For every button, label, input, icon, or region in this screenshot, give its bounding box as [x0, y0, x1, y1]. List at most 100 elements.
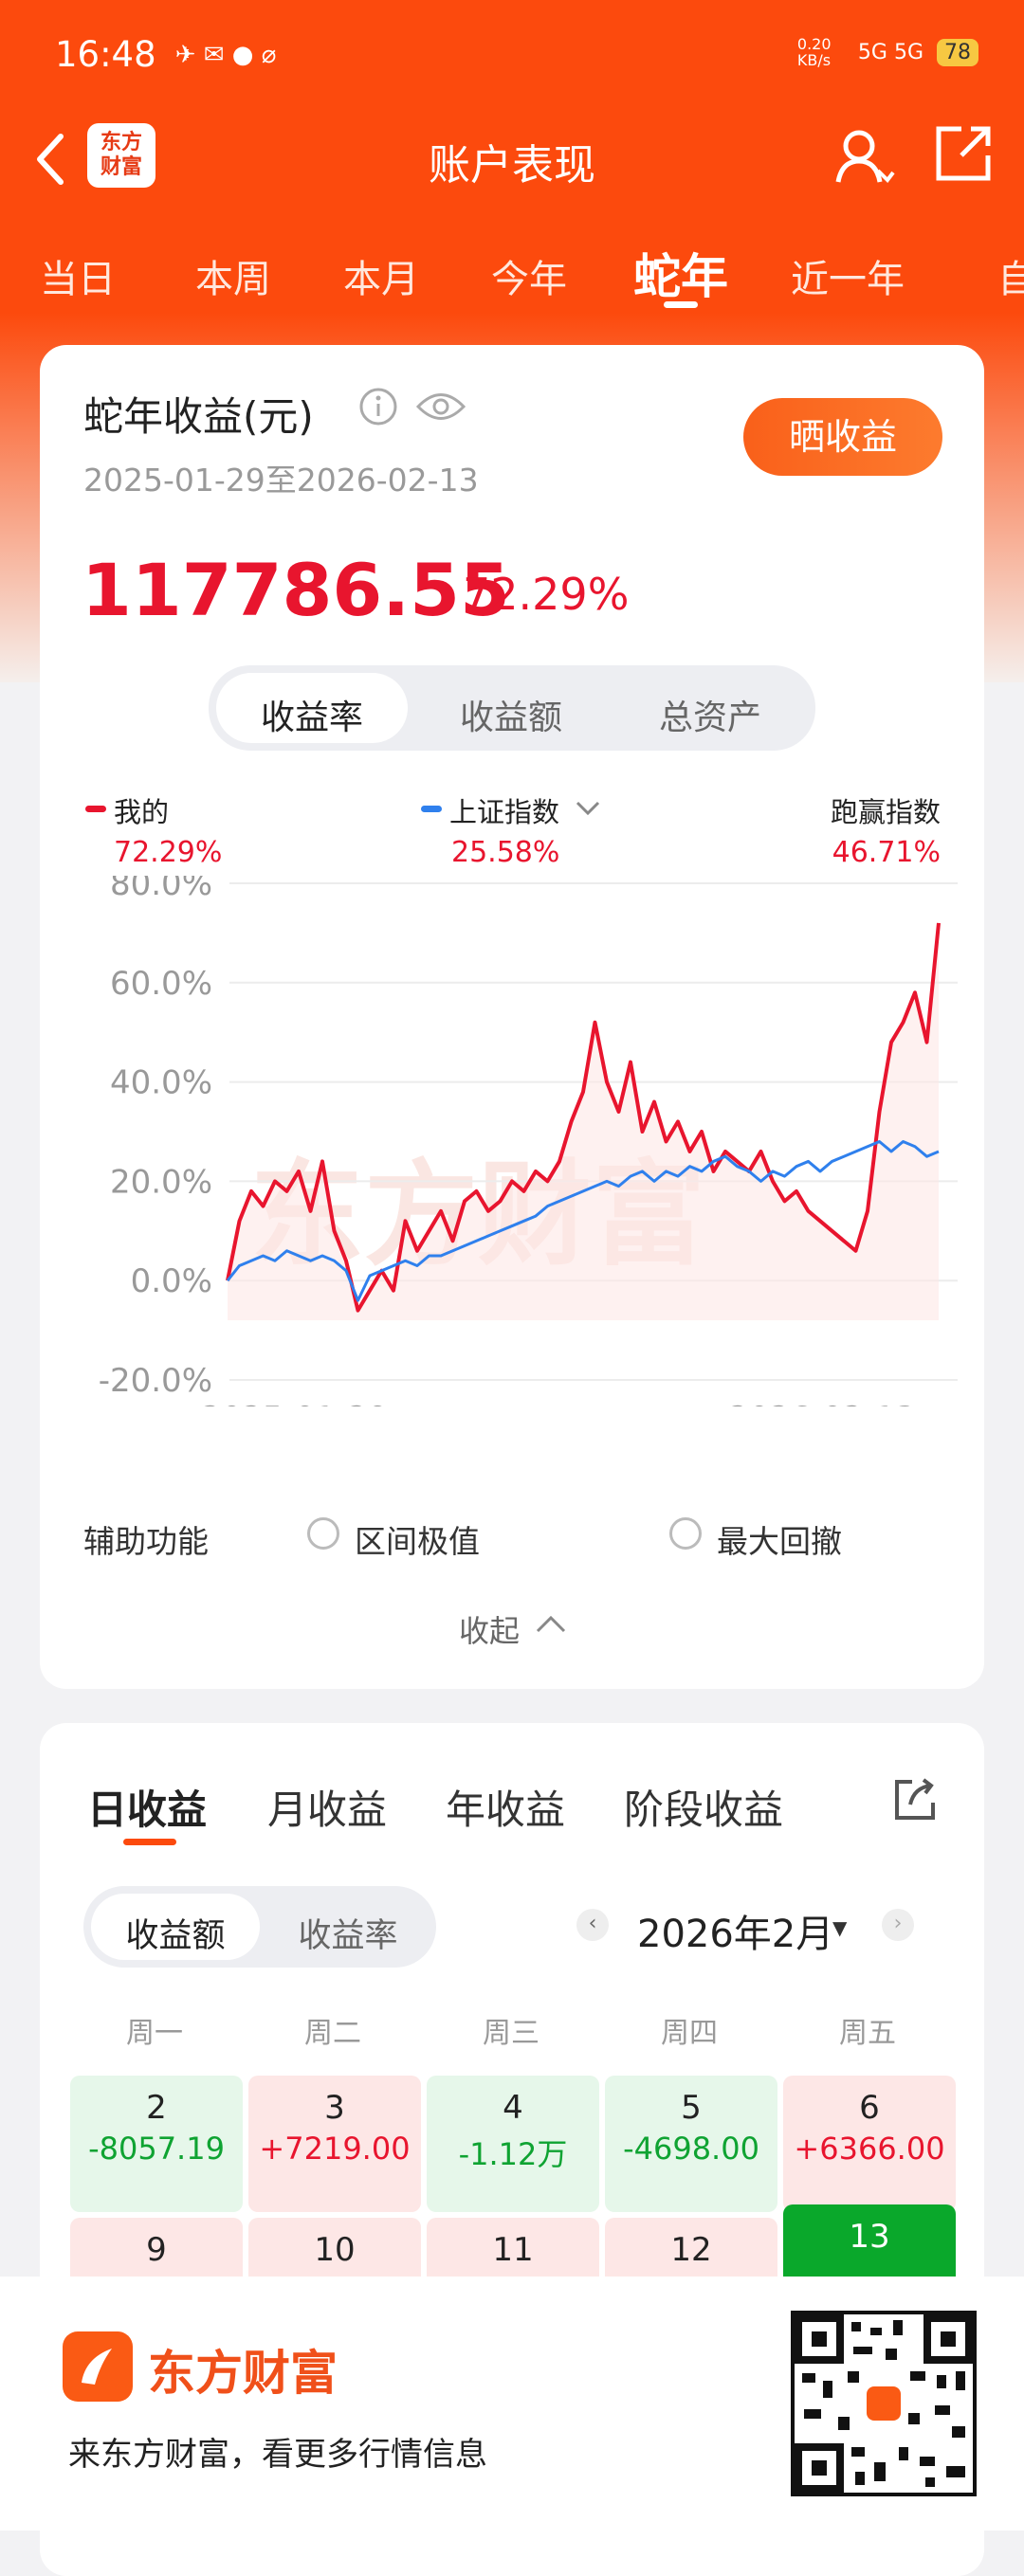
- metric-tab-amount[interactable]: 收益额: [459, 698, 562, 737]
- weekday-tue: 周二: [304, 2017, 361, 2050]
- tab-custom[interactable]: 自: [997, 258, 1024, 301]
- weekday-thu: 周四: [661, 2017, 718, 2050]
- status-time: 16:48: [55, 34, 156, 75]
- user-icon[interactable]: [831, 123, 897, 190]
- chevron-down-icon[interactable]: [575, 800, 601, 817]
- calendar-day-number: 4: [503, 2089, 523, 2127]
- metric-selected-pill: [216, 673, 408, 743]
- series-line-index: [226, 1139, 940, 1302]
- calendar-day-number: 6: [859, 2089, 880, 2127]
- prev-month-icon[interactable]: ‹: [576, 1909, 609, 1941]
- y-tick-label: 80.0%: [110, 876, 212, 903]
- calendar-day[interactable]: 3 +7219.00: [248, 2076, 421, 2212]
- range-extreme-label[interactable]: 区间极值: [355, 1523, 480, 1560]
- chevron-up-icon[interactable]: [535, 1613, 567, 1634]
- calendar-day-number: 12: [670, 2231, 712, 2269]
- metric-tab-rate[interactable]: 收益率: [260, 698, 363, 737]
- income-tab-daily[interactable]: 日收益: [87, 1787, 208, 1833]
- share-profit-button[interactable]: 晒收益: [743, 398, 942, 476]
- summary-title: 蛇年收益(元): [83, 393, 314, 440]
- collapse-label[interactable]: 收起: [459, 1613, 521, 1649]
- y-tick-label: 20.0%: [110, 1163, 212, 1201]
- calendar-day-number: 13: [849, 2218, 890, 2256]
- profit-chart: 80.0% 60.0% 40.0% 20.0% 0.0% -20.0%2025-01-29…: [99, 876, 958, 1406]
- summary-card: 蛇年收益(元) 2025-01-29至2026-02-13 晒收益 117786…: [40, 345, 984, 1689]
- calendar-day-number: 11: [492, 2231, 534, 2269]
- tab-month[interactable]: 本月: [343, 258, 419, 301]
- series-line-mine: [226, 922, 941, 1313]
- net-speed: 0.20 KB/s: [796, 35, 832, 69]
- export-icon[interactable]: [891, 1776, 939, 1823]
- status-bar: 16:48 ✈ ✉ ● ⌀: [55, 34, 276, 75]
- next-month-icon[interactable]: ›: [882, 1909, 914, 1941]
- calendar-day-number: 9: [146, 2231, 167, 2269]
- weekday-fri: 周五: [839, 2017, 896, 2050]
- share-icon[interactable]: [933, 123, 994, 184]
- max-drawdown-label[interactable]: 最大回撤: [717, 1523, 842, 1560]
- footer-banner: 东方财富 来东方财富，看更多行情信息: [0, 2277, 1024, 2531]
- tab-today[interactable]: 当日: [40, 258, 116, 301]
- month-dropdown-icon[interactable]: ▼: [832, 1916, 848, 1939]
- toggle-rate[interactable]: 收益率: [298, 1917, 398, 1955]
- period-tabs: 当日 本周 本月 今年 蛇年 近一年 自: [0, 239, 1024, 315]
- month-label[interactable]: 2026年2月: [637, 1913, 834, 1956]
- info-icon[interactable]: [358, 387, 398, 426]
- legend-mine-swatch: [85, 806, 106, 812]
- calendar-day[interactable]: 2 -8057.19: [70, 2076, 243, 2212]
- income-tab-yearly[interactable]: 年收益: [446, 1787, 566, 1833]
- calendar-day[interactable]: 4 -1.12万: [427, 2076, 599, 2212]
- app-logo[interactable]: 东方 财富: [87, 123, 155, 188]
- back-arrow-icon[interactable]: [34, 131, 66, 188]
- calendar-day-number: 10: [314, 2231, 356, 2269]
- tab-week[interactable]: 本周: [195, 258, 271, 301]
- status-bar-right: 0.20 KB/s 5G 5G 78: [797, 36, 978, 68]
- legend-index-value: 25.58%: [451, 836, 560, 869]
- metric-tab-assets[interactable]: 总资产: [658, 698, 761, 737]
- toggle-amount[interactable]: 收益额: [125, 1917, 226, 1955]
- value-toggle-selected: [91, 1894, 260, 1960]
- x-tick-label: 2026-02-13: [728, 1400, 916, 1406]
- income-tab-monthly[interactable]: 月收益: [267, 1787, 388, 1833]
- income-tab-indicator: [123, 1839, 176, 1845]
- signal-icon: 5G 5G: [857, 40, 923, 64]
- range-extreme-radio[interactable]: [307, 1517, 339, 1550]
- nav-bar: 东方 财富 账户表现: [0, 123, 1024, 209]
- page-title: 账户表现: [429, 141, 595, 190]
- profit-amount: 117786.55: [82, 548, 510, 632]
- profit-rate: 72.29%: [463, 569, 630, 620]
- eye-icon[interactable]: [415, 387, 466, 426]
- legend-index-label[interactable]: 上证指数: [449, 796, 560, 828]
- calendar-day-value: -1.12万: [458, 2136, 568, 2172]
- income-tab-stage[interactable]: 阶段收益: [624, 1787, 784, 1833]
- max-drawdown-radio[interactable]: [669, 1517, 702, 1550]
- legend-mine-value: 72.29%: [114, 836, 223, 869]
- tab-year[interactable]: 今年: [491, 258, 567, 301]
- footer-brand: 东方财富: [148, 2346, 338, 2401]
- calendar-day[interactable]: 5 -4698.00: [605, 2076, 777, 2212]
- calendar-day[interactable]: 6 +6366.00: [783, 2076, 956, 2212]
- tab-last-year[interactable]: 近一年: [791, 258, 905, 301]
- calendar-day-number: 2: [146, 2089, 167, 2127]
- calendar-day-value: -8057.19: [88, 2131, 225, 2167]
- qr-code: [791, 2311, 977, 2496]
- calendar-day-number: 3: [324, 2089, 345, 2127]
- calendar-day-value: +6366.00: [794, 2131, 945, 2167]
- battery-icon: 78: [937, 38, 978, 66]
- legend-outperform-label: 跑赢指数: [830, 796, 941, 828]
- y-tick-label: 40.0%: [110, 1064, 212, 1102]
- legend-index-swatch: [421, 806, 442, 812]
- tab-snake-year[interactable]: 蛇年: [633, 249, 728, 304]
- calendar-day-number: 5: [681, 2089, 702, 2127]
- weekday-mon: 周一: [126, 2017, 183, 2050]
- y-tick-label: 0.0%: [131, 1262, 212, 1300]
- active-tab-indicator: [664, 301, 698, 308]
- calendar-day-value: +7219.00: [259, 2131, 411, 2167]
- legend-outperform-value: 46.71%: [832, 836, 941, 869]
- brand-logo-icon: [63, 2331, 133, 2402]
- y-tick-label: -20.0%: [99, 1362, 212, 1400]
- weekday-wed: 周三: [483, 2017, 539, 2050]
- legend-mine-label: 我的: [114, 796, 170, 828]
- y-tick-label: 60.0%: [110, 965, 212, 1003]
- calendar-day-value: -4698.00: [623, 2131, 759, 2167]
- notification-icons: ✈ ✉ ● ⌀: [174, 40, 277, 69]
